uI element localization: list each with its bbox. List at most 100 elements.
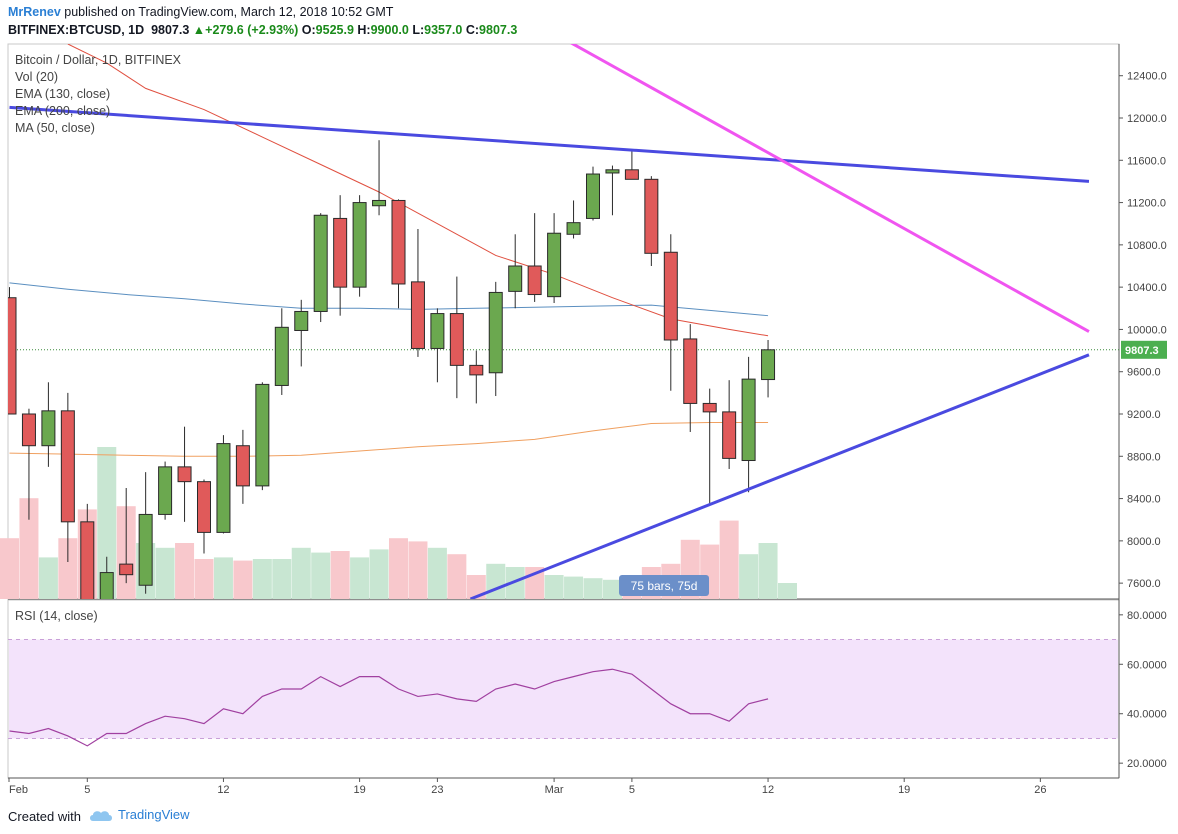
high-label: H:: [357, 23, 371, 37]
published-text: published on TradingView.com, March 12, …: [64, 5, 394, 19]
author-name[interactable]: MrRenev: [8, 5, 61, 19]
legend-ema200[interactable]: EMA (200, close): [15, 104, 111, 118]
candle-body: [644, 178, 659, 254]
candle-body: [605, 169, 620, 174]
high-value: 9900.0: [370, 23, 409, 37]
price-change: +279.6 (+2.93%): [205, 23, 299, 37]
candle-body: [333, 217, 348, 288]
candle-up: [138, 472, 153, 594]
last-price-badge-label: 9807.3: [1125, 345, 1159, 357]
volume-bar: [19, 498, 39, 599]
legend-ema130[interactable]: EMA (130, close): [15, 87, 111, 101]
candle-down: [683, 324, 698, 432]
time-tick-label: 26: [1034, 784, 1046, 796]
price-tick-label: 12000.0: [1127, 113, 1167, 125]
candle-down: [235, 429, 250, 504]
candle-up: [508, 234, 523, 309]
candle-up: [605, 165, 620, 216]
volume-bar: [38, 557, 58, 599]
candle-up: [294, 299, 309, 367]
tradingview-link[interactable]: TradingView: [88, 807, 190, 822]
cloud-icon: [90, 810, 112, 821]
volume-bar: [408, 541, 428, 599]
candle-body: [352, 202, 367, 288]
trendline-lower-blue: [469, 353, 1090, 599]
price-tick-label: 8400.0: [1127, 494, 1161, 506]
ema200-line: [9, 282, 769, 317]
candle-body: [21, 413, 36, 447]
candle-down: [469, 350, 484, 404]
price-tick-label: 10800.0: [1127, 240, 1167, 252]
publication-line: MrRenev published on TradingView.com, Ma…: [8, 5, 393, 19]
price-tick-label: 8000.0: [1127, 536, 1161, 548]
volume-bar: [194, 559, 214, 599]
candle-body: [566, 222, 581, 235]
candle-body: [741, 378, 756, 462]
volume-bar: [58, 538, 78, 599]
candle-down: [119, 488, 134, 584]
legend-rsi[interactable]: RSI (14, close): [15, 609, 98, 623]
candle-body: [508, 265, 523, 292]
candle-down: [449, 276, 464, 399]
legend-ma50[interactable]: MA (50, close): [15, 121, 95, 135]
time-tick-label: 19: [353, 784, 365, 796]
candle-down: [663, 234, 678, 391]
candle-up: [158, 461, 173, 520]
volume-bar: [369, 549, 389, 599]
candle-body: [158, 466, 173, 515]
rsi-pane: [8, 639, 1119, 747]
candle-up: [41, 382, 56, 467]
candle-down: [644, 176, 659, 266]
open-value: 9525.9: [315, 23, 354, 37]
volume-bar: [175, 543, 195, 599]
volume-bar: [272, 559, 292, 599]
close-value: 9807.3: [479, 23, 518, 37]
candle-up: [216, 435, 231, 534]
price-tick-label: 7600.0: [1127, 578, 1161, 590]
price-chart[interactable]: 75 bars, 75d 7600.0 8000.0 8400.0 8800.0 920…: [0, 0, 1178, 800]
ema130-line: [67, 44, 769, 337]
volume-bar: [0, 538, 19, 599]
arrow-up-icon: ▲: [192, 23, 206, 37]
time-tick-label: 5: [84, 784, 90, 796]
volume-bar: [778, 583, 797, 599]
volume-bar: [155, 547, 175, 599]
candle-body: [469, 364, 484, 376]
candle-up: [741, 356, 756, 493]
candle-body: [99, 572, 114, 599]
volume-bar: [330, 551, 350, 599]
rsi-tick-label: 20.0000: [1127, 758, 1167, 770]
candle-body: [41, 410, 56, 447]
candle-body: [586, 173, 600, 219]
trendline-upper-blue: [9, 105, 1090, 183]
candle-body: [235, 445, 250, 487]
rsi-band: [9, 639, 1118, 739]
candle-up: [99, 556, 114, 599]
volume-bar: [213, 557, 233, 599]
candle-body: [761, 349, 776, 381]
candle-body: [274, 326, 289, 386]
candle-body: [722, 411, 737, 459]
price-tick-label: 9600.0: [1127, 367, 1161, 379]
candle-body: [430, 313, 445, 349]
candle-up: [274, 308, 289, 395]
low-value: 9357.0: [424, 23, 463, 37]
candle-up: [352, 195, 367, 297]
candle-down: [80, 503, 95, 599]
rsi-tick-label: 40.0000: [1127, 709, 1167, 721]
candle-down: [391, 199, 406, 309]
candle-body: [624, 169, 639, 180]
candle-body: [488, 291, 503, 374]
candle-down: [21, 408, 36, 520]
candle-body: [177, 466, 192, 483]
volume-bar: [447, 554, 467, 599]
candle-body: [702, 402, 717, 413]
candle-body: [372, 199, 387, 207]
legend-volume[interactable]: Vol (20): [15, 70, 59, 84]
candle-up: [313, 213, 328, 323]
candle-body: [294, 310, 309, 331]
price-tick-label: 11200.0: [1127, 198, 1166, 210]
low-label: L:: [412, 23, 425, 37]
tradingview-brand: TradingView: [118, 807, 190, 822]
candle-up: [761, 340, 776, 398]
